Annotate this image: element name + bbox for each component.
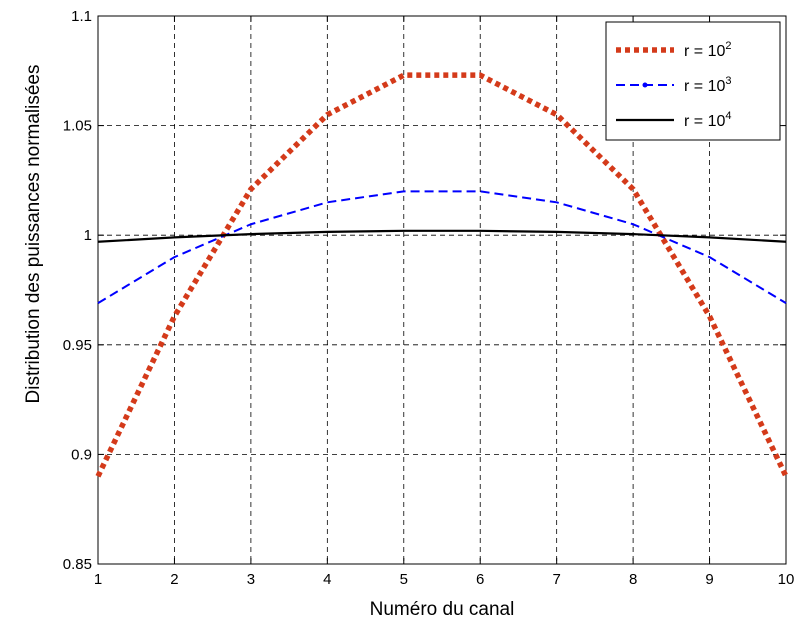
y-tick-label: 0.9 [71,446,92,463]
x-axis-title: Numéro du canal [370,599,515,620]
legend-marker-2 [642,82,648,88]
y-axis-title: Distribution des puissances normalisées [23,65,44,404]
legend-label-exponent: 3 [725,75,731,87]
axes-frame [97,15,787,565]
legend-label-text: r = 10 [684,78,725,95]
legend-label-text: r = 10 [684,113,725,130]
grid [98,16,786,564]
x-tick-label: 9 [705,571,713,588]
y-tick-label: 0.95 [63,337,92,354]
x-tick-label: 8 [629,571,637,588]
x-tick-label: 10 [778,571,795,588]
series-line-3 [97,229,787,243]
x-tick-label: 7 [552,571,560,588]
legend-label-text: r = 10 [684,43,725,60]
x-tick-label: 6 [476,571,484,588]
y-tick-label: 1 [84,227,92,244]
plot-area-border [97,15,787,565]
x-tick-label: 4 [323,571,331,588]
y-tick-label: 1.05 [63,118,92,135]
x-tick-label: 5 [400,571,408,588]
y-tick-label: 1.1 [71,8,92,25]
series-line-2 [97,190,787,305]
legend-label-3: r = 104 [684,110,731,130]
legend-label-1: r = 102 [684,40,731,60]
legend-label-exponent: 4 [725,110,731,122]
y-tick-label: 0.85 [63,556,92,573]
series-layer [95,72,789,478]
legend-label-exponent: 2 [725,40,731,52]
x-tick-label: 1 [94,571,102,588]
x-tick-label: 2 [170,571,178,588]
x-tick-label: 3 [247,571,255,588]
legend-label-2: r = 103 [684,75,731,95]
tick-labels: 1 2 3 4 5 6 7 8 9 10 0.85 0.9 0.95 1 1.05 1.1 [63,8,795,588]
